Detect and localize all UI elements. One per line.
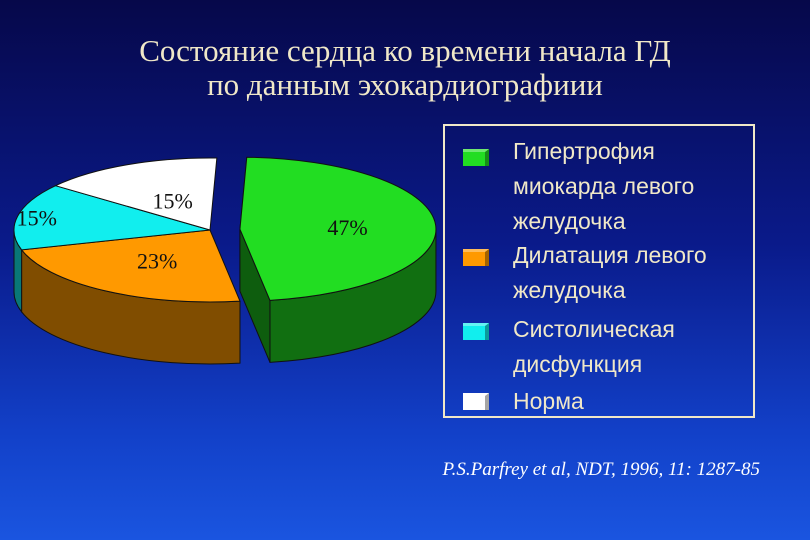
- pie-slice-slice-3: [13, 185, 211, 251]
- legend-swatch-systolic: [463, 323, 489, 340]
- citation: P.S.Parfrey et al, NDT, 1996, 11: 1287-8…: [442, 459, 760, 480]
- legend-swatch-hypertrophy: [463, 149, 489, 166]
- chart-legend: Гипертрофия миокарда левого желудочка Ди…: [443, 124, 755, 418]
- legend-label-dilatation: Дилатация левого желудочка: [513, 242, 707, 303]
- legend-swatch-dilatation: [463, 249, 489, 266]
- pie-label-slice-4: 15%: [153, 189, 193, 214]
- slide-title-line-2: по данным эхокардиографиии: [207, 67, 603, 102]
- pie-label-slice-3: 15%: [17, 206, 57, 231]
- legend-label-systolic: Систолическая дисфункция: [513, 316, 675, 377]
- pie-label-slice-1: 47%: [327, 215, 367, 240]
- pie-slice-slice-4: [54, 157, 218, 231]
- legend-label-hypertrophy: Гипертрофия миокарда левого желудочка: [513, 138, 695, 234]
- pie-label-slice-2: 23%: [137, 248, 177, 273]
- legend-swatch-norm: [463, 393, 489, 410]
- legend-label-norm: Норма: [513, 388, 584, 414]
- slide-title: Состояние сердца ко времени начала ГД по…: [0, 34, 810, 102]
- slide-title-line-1: Состояние сердца ко времени начала ГД: [139, 33, 671, 68]
- pie-slice-slice-2: [20, 229, 241, 303]
- pie-slice-slice-1: [239, 156, 437, 301]
